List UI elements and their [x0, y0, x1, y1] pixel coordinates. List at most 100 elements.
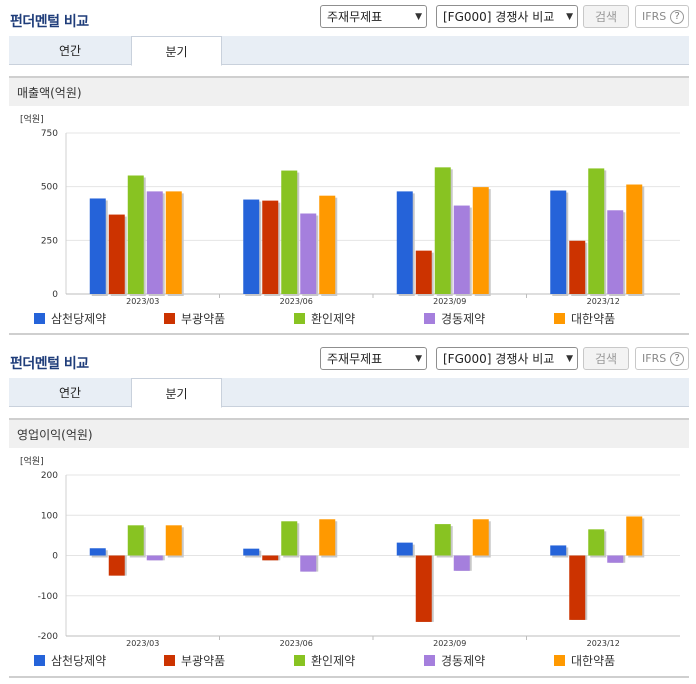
ifrs-button[interactable]: IFRS ?: [635, 347, 689, 370]
compare-select[interactable]: [FG000] 경쟁사 비교 ▼: [436, 347, 578, 370]
legend-item[interactable]: 부광약품: [164, 309, 294, 327]
x-tick-label: 2023/03: [126, 297, 159, 306]
search-button[interactable]: 검색: [583, 347, 629, 370]
search-button[interactable]: 검색: [583, 5, 629, 28]
bar[interactable]: [108, 214, 125, 294]
panel-title: 펀더멘털 비교: [10, 356, 89, 372]
legend-item[interactable]: 삼천당제약: [34, 651, 164, 669]
compare-select[interactable]: [FG000] 경쟁사 비교 ▼: [436, 5, 578, 28]
chevron-down-icon: ▼: [566, 12, 573, 22]
compare-select-value: [FG000] 경쟁사 비교: [443, 10, 555, 24]
legend-item[interactable]: 대한약품: [554, 309, 684, 327]
y-tick-label: 100: [41, 511, 58, 521]
bar[interactable]: [165, 525, 182, 556]
legend-item[interactable]: 경동제약: [424, 651, 554, 669]
bar[interactable]: [607, 210, 624, 294]
bar[interactable]: [472, 187, 489, 294]
bar[interactable]: [550, 190, 567, 294]
legend-item[interactable]: 경동제약: [424, 309, 554, 327]
y-tick-label: 250: [41, 236, 58, 246]
legend-swatch: [34, 654, 45, 666]
x-tick-label: 2023/09: [433, 297, 466, 306]
bar[interactable]: [396, 191, 413, 294]
bar[interactable]: [243, 199, 260, 294]
bar[interactable]: [281, 521, 298, 556]
legend-swatch: [164, 312, 175, 324]
legend-item[interactable]: 환인제약: [294, 309, 424, 327]
legend-item[interactable]: 환인제약: [294, 651, 424, 669]
bar[interactable]: [434, 524, 451, 556]
legend-item[interactable]: 부광약품: [164, 651, 294, 669]
legend-swatch: [294, 312, 305, 324]
bar[interactable]: [415, 555, 432, 622]
y-tick-label: -100: [38, 592, 59, 602]
bar[interactable]: [607, 555, 624, 563]
bar[interactable]: [165, 191, 182, 294]
legend-label: 환인제약: [311, 311, 356, 326]
bar[interactable]: [281, 170, 298, 294]
statement-select[interactable]: 주재무제표 ▼: [320, 347, 427, 370]
x-tick-label: 2023/03: [126, 639, 159, 648]
bar[interactable]: [319, 195, 336, 294]
bar[interactable]: [626, 184, 643, 294]
y-tick-label: 500: [41, 183, 58, 193]
bar[interactable]: [415, 250, 432, 294]
x-tick-label: 2023/09: [433, 639, 466, 648]
ifrs-label: IFRS: [642, 352, 667, 365]
statement-select-value: 주재무제표: [327, 352, 383, 366]
bar[interactable]: [89, 548, 106, 556]
legend-item[interactable]: 대한약품: [554, 651, 684, 669]
sales-bar-chart: [억원] 0 250 500 750 2023/03 2023/06 2023/09 2023/…: [20, 113, 680, 306]
unit-label: [억원]: [20, 455, 44, 467]
tab-annual[interactable]: 연간: [58, 386, 82, 400]
legend-swatch: [424, 312, 435, 324]
bar[interactable]: [396, 542, 413, 556]
bar[interactable]: [569, 555, 586, 620]
bar[interactable]: [243, 548, 260, 556]
bar[interactable]: [434, 167, 451, 294]
chevron-down-icon: ▼: [415, 354, 422, 364]
x-tick-label: 2023/06: [280, 297, 313, 306]
bar[interactable]: [300, 213, 317, 295]
bar[interactable]: [127, 525, 144, 556]
legend-label: 부광약품: [181, 311, 226, 326]
legend-item[interactable]: 삼천당제약: [34, 309, 164, 327]
bar[interactable]: [300, 555, 317, 572]
chevron-down-icon: ▼: [415, 12, 422, 22]
help-icon[interactable]: ?: [670, 351, 685, 366]
x-tick-label: 2023/12: [587, 297, 620, 306]
bar[interactable]: [569, 240, 586, 294]
x-tick-label: 2023/12: [587, 639, 620, 648]
ifrs-button[interactable]: IFRS ?: [635, 5, 689, 28]
chart-legend: 삼천당제약 부광약품 환인제약 경동제약 대한약품: [34, 309, 684, 327]
bar[interactable]: [588, 168, 605, 294]
statement-select-value: 주재무제표: [327, 10, 383, 24]
legend-label: 삼천당제약: [51, 311, 107, 326]
bar[interactable]: [262, 200, 279, 294]
bar[interactable]: [146, 555, 163, 561]
bar[interactable]: [146, 191, 163, 294]
bar[interactable]: [626, 516, 643, 556]
fundamental-panel-sales: 펀더멘털 비교 주재무제표 ▼ [FG000] 경쟁사 비교 ▼ 검색 IFRS…: [0, 0, 696, 340]
bar[interactable]: [588, 529, 605, 556]
legend-swatch: [424, 654, 435, 666]
y-tick-label: 200: [41, 471, 58, 481]
bar[interactable]: [89, 198, 106, 294]
tab-quarterly[interactable]: 분기: [131, 378, 222, 408]
tab-quarterly[interactable]: 분기: [131, 36, 222, 66]
legend-swatch: [554, 312, 565, 324]
legend-label: 대한약품: [571, 653, 616, 668]
bar[interactable]: [127, 175, 144, 294]
bar[interactable]: [453, 555, 470, 571]
y-tick-label: 0: [52, 552, 58, 562]
bar[interactable]: [262, 555, 279, 561]
bar[interactable]: [319, 519, 336, 556]
bar[interactable]: [108, 555, 125, 576]
tab-annual[interactable]: 연간: [58, 44, 82, 58]
help-icon[interactable]: ?: [670, 9, 685, 24]
bar[interactable]: [472, 519, 489, 556]
bar[interactable]: [550, 545, 567, 556]
statement-select[interactable]: 주재무제표 ▼: [320, 5, 427, 28]
bar[interactable]: [453, 205, 470, 294]
y-tick-label: 750: [41, 129, 58, 139]
